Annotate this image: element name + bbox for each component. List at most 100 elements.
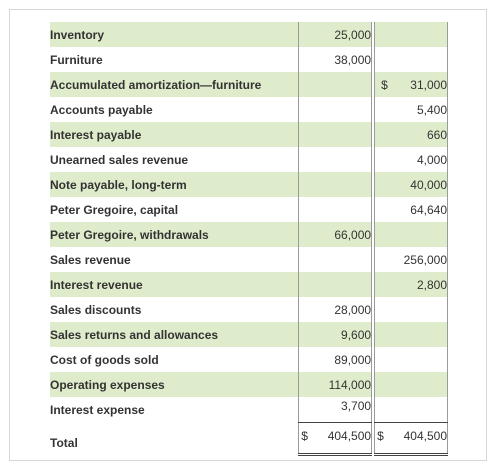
credit-amount: 64,640 [410,202,447,217]
debit-cell: 9,600 [298,322,373,347]
debit-cell [298,147,373,172]
account-name: Furniture [50,47,299,72]
debit-cell [298,272,373,297]
account-row: Sales discounts 28,000 [50,297,448,322]
debit-cell [298,172,373,197]
debit-amount: 25,000 [334,27,372,42]
account-name: Interest expense [50,397,299,422]
account-name: Cost of goods sold [50,347,299,372]
total-credit-amount: 404,500 [403,428,447,443]
debit-cell: 25,000 [298,22,373,47]
account-name: Interest payable [50,122,299,147]
column-gap [371,247,375,272]
column-gap [371,122,375,147]
debit-cell: 114,000 [298,372,373,397]
total-debit-amount: 404,500 [327,428,372,443]
total-credit-cell: $ 404,500 [374,422,448,456]
column-gap [371,72,375,97]
column-gap [371,147,375,172]
credit-cell: 2,800 [374,272,448,297]
account-row: Unearned sales revenue 4,000 [50,147,448,172]
credit-cell: 660 [374,122,448,147]
credit-cell [374,347,448,372]
column-gap [371,372,375,397]
account-row: Sales revenue 256,000 [50,247,448,272]
account-name: Inventory [50,22,299,47]
account-name: Peter Gregoire, capital [50,197,299,222]
column-gap [371,422,375,454]
account-row: Operating expenses 114,000 [50,372,448,397]
account-row: Interest expense 3,700 [50,397,448,423]
trial-balance-panel: Inventory 25,000 Furniture 38,000 Accumulate… [9,9,487,461]
account-row: Interest revenue 2,800 [50,272,448,297]
account-name: Sales revenue [50,247,299,272]
column-gap [371,197,375,222]
credit-cell: 40,000 [374,172,448,197]
trial-balance-table: Inventory 25,000 Furniture 38,000 Accumulate… [50,22,448,456]
credit-amount: 256,000 [403,252,447,267]
debit-cell [298,247,373,272]
column-gap [371,222,375,247]
credit-cell [374,397,448,423]
column-gap [371,97,375,122]
account-row: Sales returns and allowances 9,600 [50,322,448,347]
account-name: Operating expenses [50,372,299,397]
debit-amount: 114,000 [328,377,372,392]
credit-cell [374,297,448,322]
credit-cell: 5,400 [374,97,448,122]
credit-amount: 40,000 [410,177,447,192]
column-gap [371,172,375,197]
column-gap [371,22,375,47]
credit-cell [374,47,448,72]
account-row: Accumulated amortization—furniture $31,00… [50,72,448,97]
account-name: Sales discounts [50,297,299,322]
credit-cell: 4,000 [374,147,448,172]
account-name: Accumulated amortization—furniture [50,72,299,97]
account-name: Peter Gregoire, withdrawals [50,222,299,247]
total-debit-cell: $ 404,500 [298,422,373,456]
total-debit-currency: $ [301,428,308,443]
account-name: Accounts payable [50,97,299,122]
debit-cell: 3,700 [298,397,373,423]
credit-cell [374,222,448,247]
account-row: Accounts payable 5,400 [50,97,448,122]
debit-amount: 89,000 [334,352,372,367]
total-credit-currency: $ [377,428,384,443]
account-name: Interest revenue [50,272,299,297]
account-row: Peter Gregoire, withdrawals 66,000 [50,222,448,247]
debit-cell [298,122,373,147]
column-gap [371,47,375,72]
debit-amount: 28,000 [334,302,372,317]
credit-amount: 5,400 [416,102,447,117]
debit-cell: 28,000 [298,297,373,322]
debit-cell [298,197,373,222]
total-label: Total [50,422,299,454]
account-row: Inventory 25,000 [50,22,448,47]
credit-cell: 256,000 [374,247,448,272]
column-gap [371,397,375,422]
account-row: Note payable, long-term 40,000 [50,172,448,197]
credit-amount: 4,000 [416,152,447,167]
account-name: Unearned sales revenue [50,147,299,172]
account-row: Cost of goods sold 89,000 [50,347,448,372]
debit-cell [298,72,373,97]
credit-amount: 2,800 [416,277,447,292]
debit-cell: 66,000 [298,222,373,247]
account-row: Interest payable 660 [50,122,448,147]
credit-cell [374,372,448,397]
credit-amount: 31,000 [410,77,447,92]
column-gap [371,272,375,297]
debit-amount: 3,700 [341,399,372,413]
credit-cell [374,322,448,347]
column-gap [371,297,375,322]
credit-cell: 64,640 [374,197,448,222]
total-row: Total $ 404,500 $ 404,500 [50,422,448,456]
credit-currency: $ [381,77,388,92]
credit-cell: $31,000 [374,72,448,97]
debit-cell [298,97,373,122]
account-name: Note payable, long-term [50,172,299,197]
credit-cell [374,22,448,47]
credit-amount: 660 [426,127,447,142]
debit-amount: 9,600 [341,327,372,342]
debit-cell: 89,000 [298,347,373,372]
